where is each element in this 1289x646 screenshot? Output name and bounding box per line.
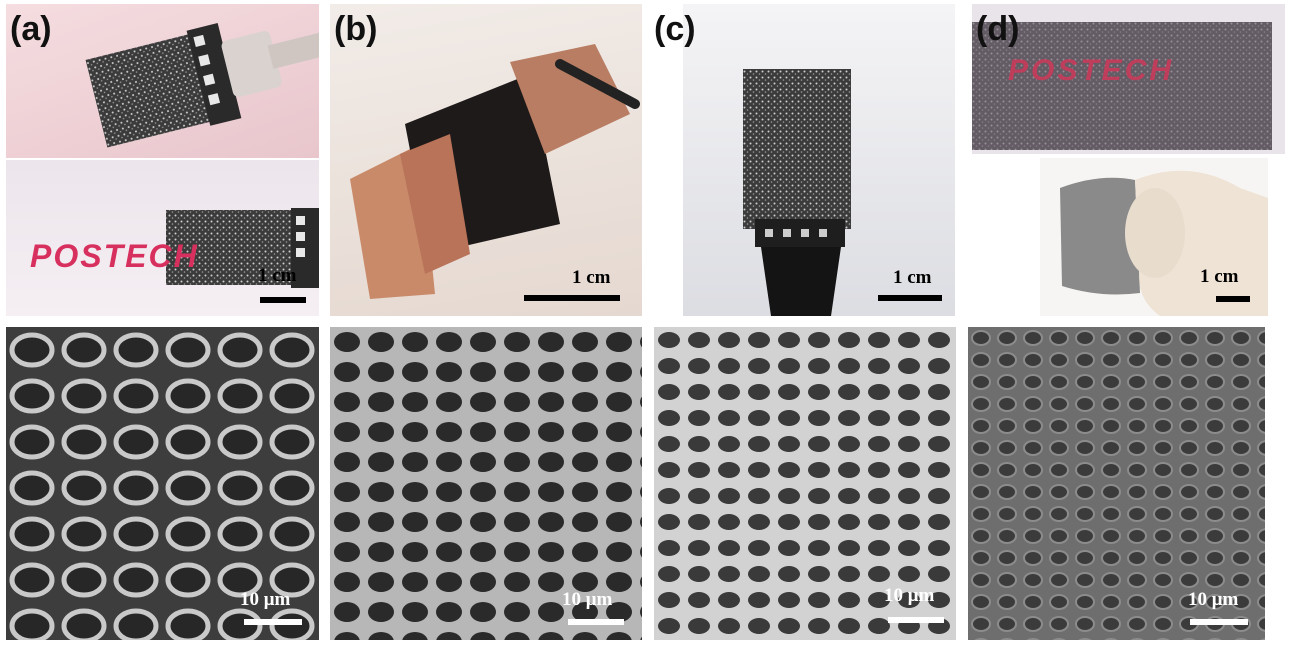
sample-over-logo-image: [166, 208, 319, 288]
photo-panel-d-bottom: 1 cm: [1040, 158, 1268, 316]
sem-fiber-network-c: [654, 327, 956, 640]
scale-label-a-photo: 1 cm: [258, 265, 297, 286]
sem-image-a: 10 μm: [6, 327, 319, 640]
sem-fiber-network-b: [330, 327, 642, 640]
sem-image-c: 10 μm: [654, 327, 956, 640]
scale-label-b-sem: 10 μm: [562, 589, 613, 610]
sem-fiber-network-d: [968, 327, 1265, 640]
sem-image-d: 10 μm: [968, 327, 1265, 640]
scale-bar-a-photo: [260, 297, 306, 303]
sem-image-b: 10 μm: [330, 327, 642, 640]
scale-bar-b-photo: [524, 295, 620, 301]
scale-label-c-sem: 10 μm: [884, 585, 935, 606]
photo-panel-a-bottom: POSTECH 1 cm: [6, 160, 319, 316]
scale-label-d-sem: 10 μm: [1188, 589, 1239, 610]
sem-fiber-network-a: [6, 327, 319, 640]
scale-bar-d-sem: [1190, 619, 1248, 625]
flexible-film-in-hand-image: [1060, 170, 1268, 316]
scale-label-d-photo: 1 cm: [1200, 266, 1239, 287]
copper-sample-image: [350, 44, 640, 299]
panel-label-b: (b): [334, 10, 378, 48]
panel-label-d: (d): [976, 10, 1020, 48]
scale-bar-c-photo: [878, 295, 942, 301]
foam-sample-image: [743, 69, 851, 316]
postech-logo-text-d: POSTECH: [1008, 54, 1175, 87]
scale-label-b-photo: 1 cm: [572, 267, 611, 288]
scale-bar-b-sem: [568, 619, 624, 625]
scale-bar-d-photo: [1216, 296, 1250, 302]
postech-logo-text: POSTECH: [30, 238, 199, 274]
panel-label-a: (a): [10, 10, 52, 48]
sample-held-by-clip-image: [85, 22, 319, 148]
photo-panel-b: 1 cm: [330, 4, 642, 316]
film-sample-image: [972, 22, 1272, 150]
scale-label-a-sem: 10 μm: [240, 589, 291, 610]
scale-bar-c-sem: [888, 617, 944, 623]
photo-panel-c: 1 cm: [683, 4, 955, 316]
panel-label-c: (c): [654, 10, 696, 48]
scale-bar-a-sem: [244, 619, 302, 625]
scale-label-c-photo: 1 cm: [893, 267, 932, 288]
photo-panel-a-top: [6, 4, 319, 158]
photo-panel-d-top: POSTECH: [972, 4, 1285, 154]
